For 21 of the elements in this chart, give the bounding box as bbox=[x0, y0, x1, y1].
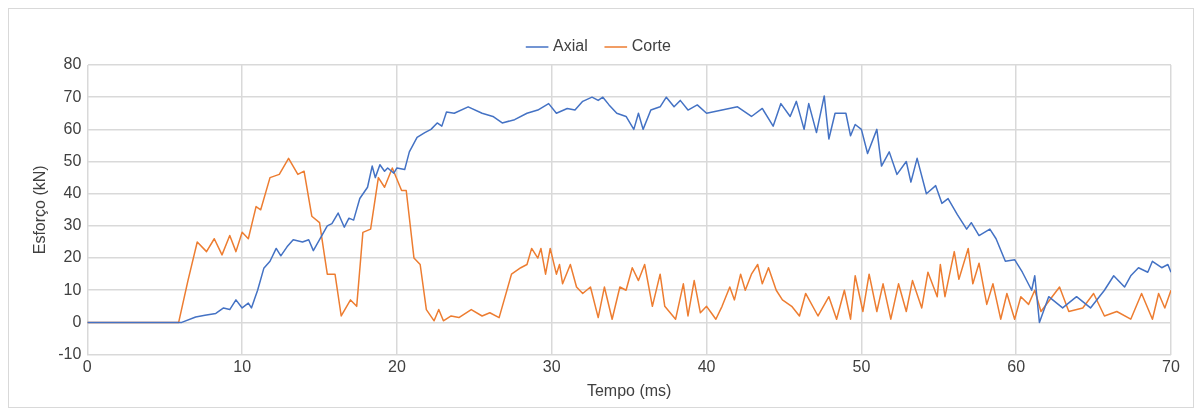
y-tick-label: 20 bbox=[63, 248, 82, 266]
y-tick-label: 70 bbox=[63, 87, 82, 105]
x-tick-label: 40 bbox=[697, 357, 716, 375]
x-tick-label: 50 bbox=[852, 357, 871, 375]
x-tick-label: 30 bbox=[542, 357, 561, 375]
y-tick-label: 0 bbox=[72, 312, 82, 330]
x-tick-label: 60 bbox=[1007, 357, 1026, 375]
y-tick-label: 10 bbox=[63, 280, 82, 298]
legend-label: Corte bbox=[631, 37, 671, 55]
y-tick-label: 30 bbox=[63, 216, 82, 234]
legend-label: Axial bbox=[553, 37, 588, 55]
y-tick-label: 40 bbox=[63, 184, 82, 202]
x-tick-label: 20 bbox=[388, 357, 406, 375]
y-tick-label: 80 bbox=[63, 55, 82, 73]
y-tick-label: 50 bbox=[63, 151, 82, 169]
y-axis-title: Esforço (kN) bbox=[31, 165, 49, 255]
y-tick-label: -10 bbox=[58, 345, 82, 363]
x-tick-label: 70 bbox=[1162, 357, 1180, 375]
x-tick-label: 10 bbox=[233, 357, 252, 375]
x-axis-title: Tempo (ms) bbox=[586, 381, 672, 399]
y-tick-label: 60 bbox=[63, 119, 82, 137]
